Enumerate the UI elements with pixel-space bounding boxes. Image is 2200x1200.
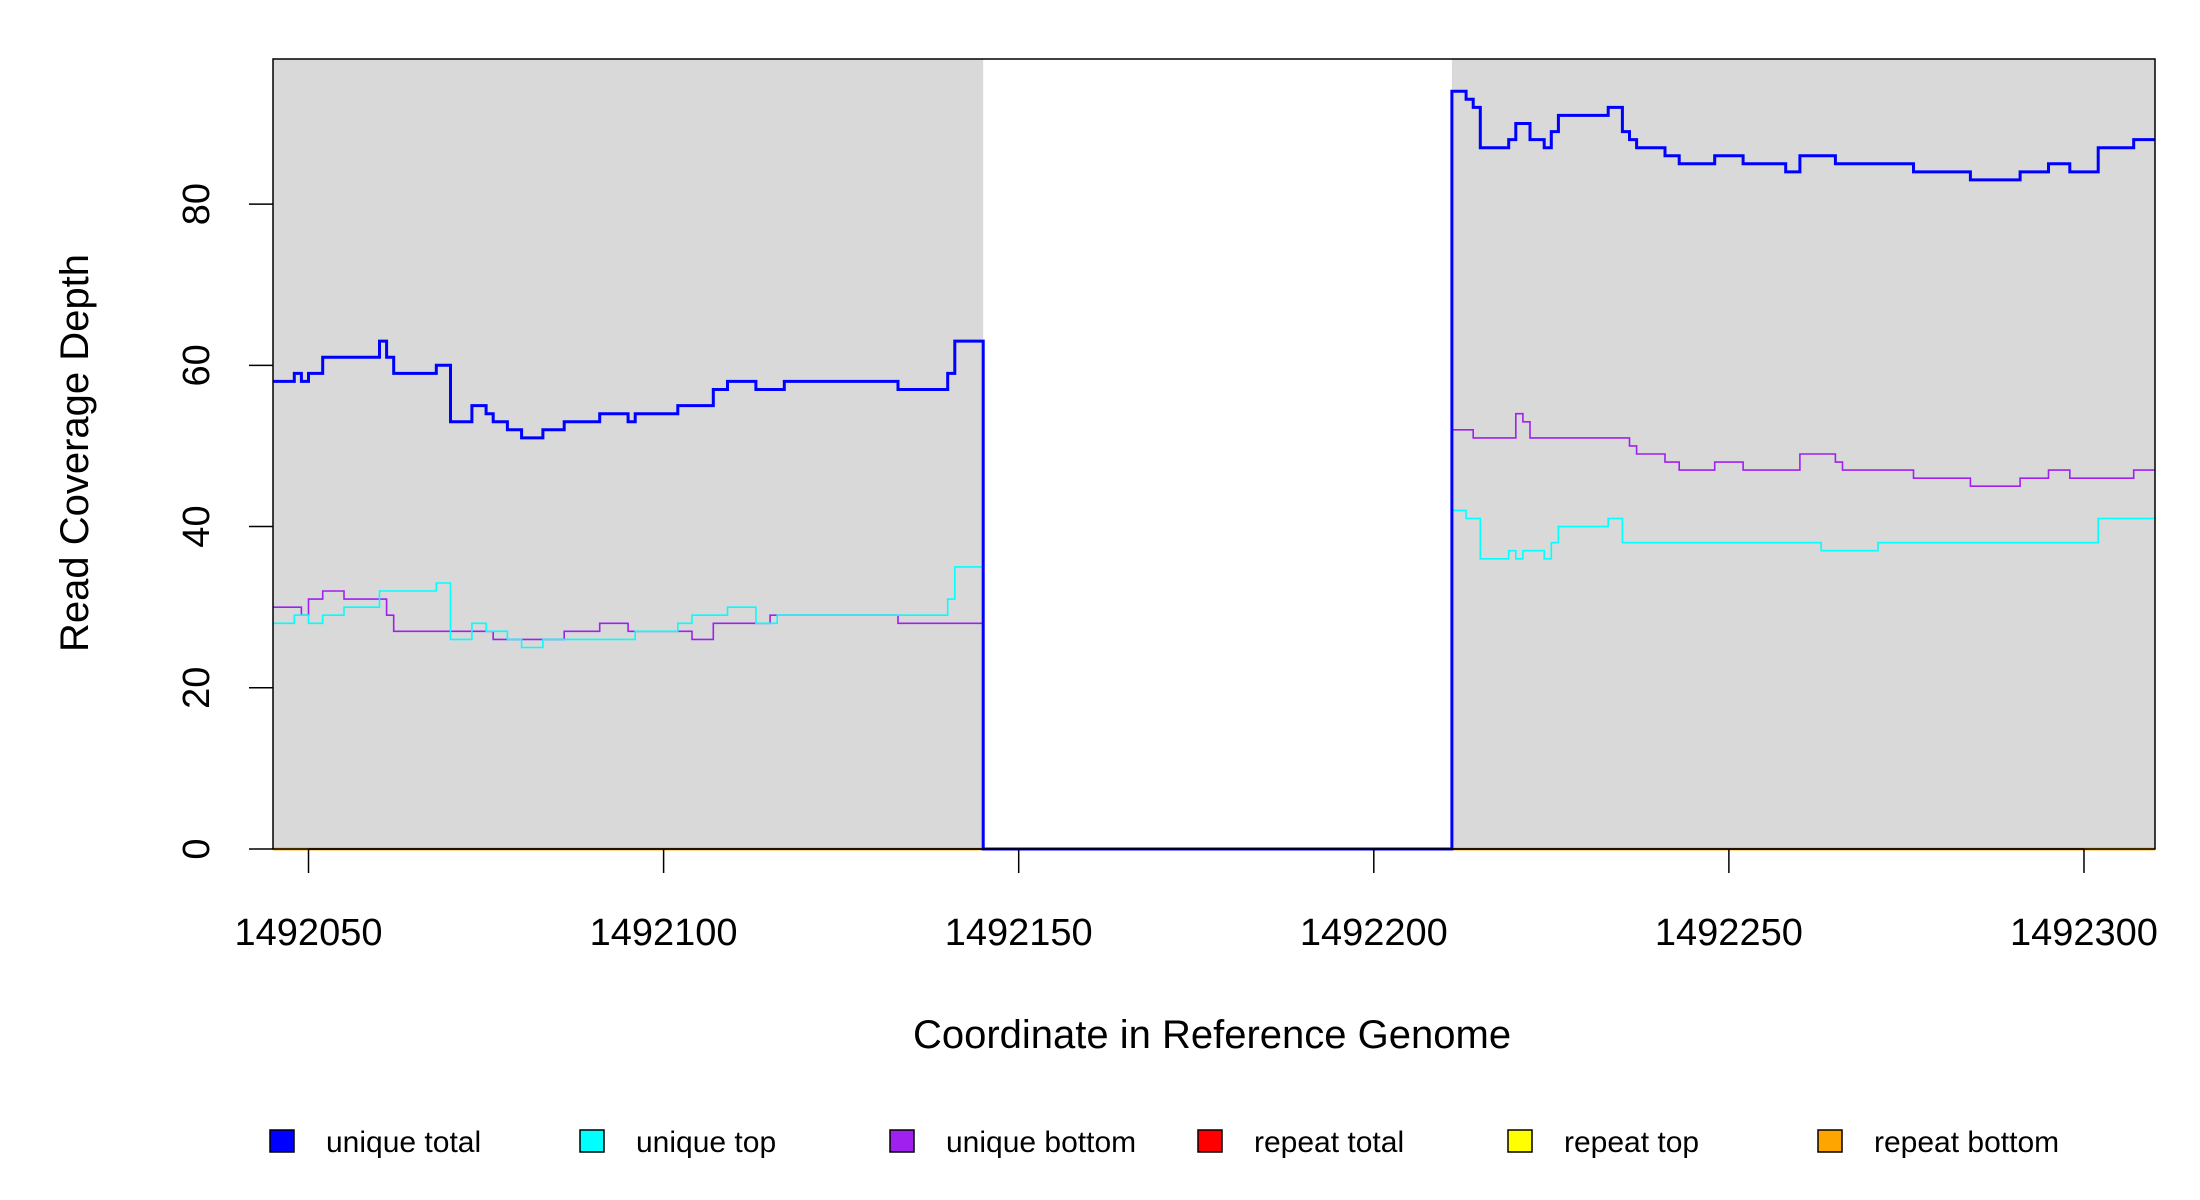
legend-label-repeat-bottom: repeat bottom (1874, 1126, 2059, 1159)
legend-label-unique-top: unique top (636, 1126, 776, 1159)
shaded-region-1 (273, 59, 984, 849)
legend-swatch-repeat-bottom (1817, 1129, 1843, 1153)
x-tick-label: 1492250 (1655, 912, 1803, 954)
legend-swatch-unique-top (579, 1129, 605, 1153)
x-tick-label: 1492300 (2010, 912, 2158, 954)
x-tick-label: 1492100 (590, 912, 738, 954)
x-axis: 1492050 1492100 1492150 1492200 1492250 14923… (235, 848, 2158, 954)
series-line-unique-top (273, 509, 2155, 850)
y-tick-label: 0 (176, 838, 218, 859)
legend-label-repeat-total: repeat total (1254, 1126, 1404, 1159)
legend-swatch-repeat-total (1197, 1129, 1223, 1153)
y-axis-title: Read Coverage Depth (53, 254, 97, 652)
y-tick-label: 20 (176, 667, 218, 709)
x-tick-label: 1492200 (1300, 912, 1448, 954)
legend-swatch-repeat-top (1507, 1129, 1533, 1153)
legend: unique total unique top unique bottom repea… (269, 1126, 2059, 1159)
shaded-regions (273, 59, 2155, 849)
legend-label-unique-total: unique total (326, 1126, 481, 1159)
legend-label-unique-bottom: unique bottom (946, 1126, 1136, 1159)
legend-swatch-unique-bottom (889, 1129, 915, 1153)
y-tick-label: 40 (176, 505, 218, 547)
y-axis: 0 20 40 60 80 (176, 183, 273, 860)
x-tick-label: 1492150 (945, 912, 1093, 954)
y-tick-label: 60 (176, 344, 218, 386)
legend-label-repeat-top: repeat top (1564, 1126, 1699, 1159)
legend-swatch-unique-total (269, 1129, 295, 1153)
x-axis-title: Coordinate in Reference Genome (913, 1013, 1511, 1057)
series-line-unique-bottom (273, 412, 2155, 850)
y-tick-label: 80 (176, 183, 218, 225)
x-tick-label: 1492050 (235, 912, 383, 954)
